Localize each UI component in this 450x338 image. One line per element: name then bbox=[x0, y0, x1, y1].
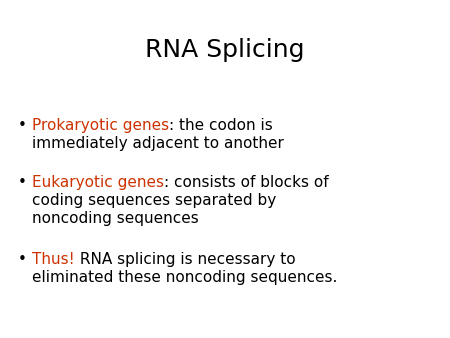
Text: •: • bbox=[18, 118, 27, 133]
Text: Prokaryotic genes: Prokaryotic genes bbox=[32, 118, 169, 133]
Text: •: • bbox=[18, 175, 27, 190]
Text: Eukaryotic genes: Eukaryotic genes bbox=[32, 175, 164, 190]
Text: : consists of blocks of: : consists of blocks of bbox=[164, 175, 328, 190]
Text: : the codon is: : the codon is bbox=[169, 118, 273, 133]
Text: •: • bbox=[18, 252, 27, 267]
Text: RNA splicing is necessary to: RNA splicing is necessary to bbox=[75, 252, 295, 267]
Text: eliminated these noncoding sequences.: eliminated these noncoding sequences. bbox=[32, 270, 338, 285]
Text: Thus!: Thus! bbox=[32, 252, 75, 267]
Text: immediately adjacent to another: immediately adjacent to another bbox=[32, 136, 284, 151]
Text: coding sequences separated by: coding sequences separated by bbox=[32, 193, 276, 208]
Text: noncoding sequences: noncoding sequences bbox=[32, 211, 199, 226]
Text: RNA Splicing: RNA Splicing bbox=[145, 38, 305, 62]
